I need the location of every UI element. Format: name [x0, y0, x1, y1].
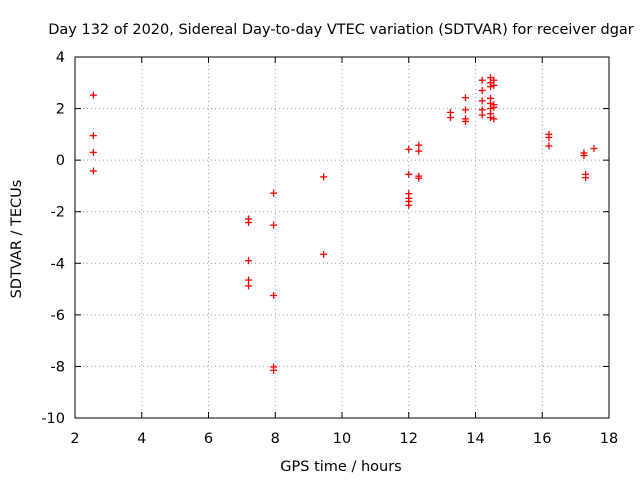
data-point	[405, 201, 413, 209]
y-tick-label: -6	[51, 308, 65, 324]
y-tick-label: 4	[56, 50, 65, 66]
data-point	[415, 174, 423, 182]
data-point	[461, 106, 469, 114]
x-tick-label: 18	[600, 431, 618, 447]
x-tick-label: 10	[333, 431, 351, 447]
y-tick-label: -2	[51, 205, 65, 221]
chart-title: Day 132 of 2020, Sidereal Day-to-day VTE…	[48, 22, 634, 38]
data-point	[487, 114, 495, 122]
data-point	[461, 117, 469, 125]
x-tick-label: 4	[137, 431, 146, 447]
data-point	[270, 366, 278, 374]
y-axis-label: SDTVAR / TECUs	[9, 180, 25, 299]
grid-lines	[75, 57, 609, 418]
data-point	[580, 152, 588, 160]
data-point	[89, 132, 97, 140]
y-tick-label: -4	[51, 256, 65, 272]
data-point	[245, 257, 253, 265]
data-point	[545, 133, 553, 141]
x-tick-label: 2	[70, 431, 79, 447]
data-point	[490, 115, 498, 123]
y-tick-labels: -10 -8 -6 -4 -2 0 2 4	[41, 50, 65, 427]
data-point	[245, 276, 253, 284]
data-point	[270, 292, 278, 300]
data-point	[320, 250, 328, 258]
data-point	[245, 219, 253, 227]
data-point	[89, 148, 97, 156]
x-tick-labels: 2 4 6 8 10 12 14 16 18	[70, 431, 618, 447]
y-tick-label: 0	[56, 153, 65, 169]
data-point	[545, 142, 553, 150]
data-point	[487, 83, 495, 91]
data-points	[89, 74, 598, 374]
data-point	[590, 145, 598, 153]
data-point	[478, 97, 486, 105]
data-point	[461, 94, 469, 102]
data-point	[415, 147, 423, 155]
data-point	[245, 282, 253, 290]
y-tick-label: -10	[41, 411, 65, 427]
data-point	[478, 111, 486, 119]
x-axis-label: GPS time / hours	[280, 459, 401, 475]
x-tick-label: 8	[271, 431, 280, 447]
data-point	[415, 141, 423, 149]
data-point	[446, 114, 454, 122]
x-tick-label: 14	[466, 431, 484, 447]
y-tick-label: -8	[51, 359, 65, 375]
x-tick-label: 6	[204, 431, 213, 447]
data-point	[478, 87, 486, 95]
data-point	[405, 170, 413, 178]
x-tick-label: 12	[400, 431, 418, 447]
data-point	[320, 173, 328, 181]
y-tick-label: 2	[56, 102, 65, 118]
data-point	[270, 189, 278, 197]
x-tick-label: 16	[533, 431, 551, 447]
data-point	[490, 103, 498, 111]
data-point	[478, 76, 486, 84]
data-point	[270, 221, 278, 229]
data-point	[490, 81, 498, 89]
data-point	[89, 167, 97, 175]
data-point	[582, 174, 590, 182]
plot-frame	[74, 56, 610, 419]
data-point	[89, 91, 97, 99]
data-point	[405, 145, 413, 153]
